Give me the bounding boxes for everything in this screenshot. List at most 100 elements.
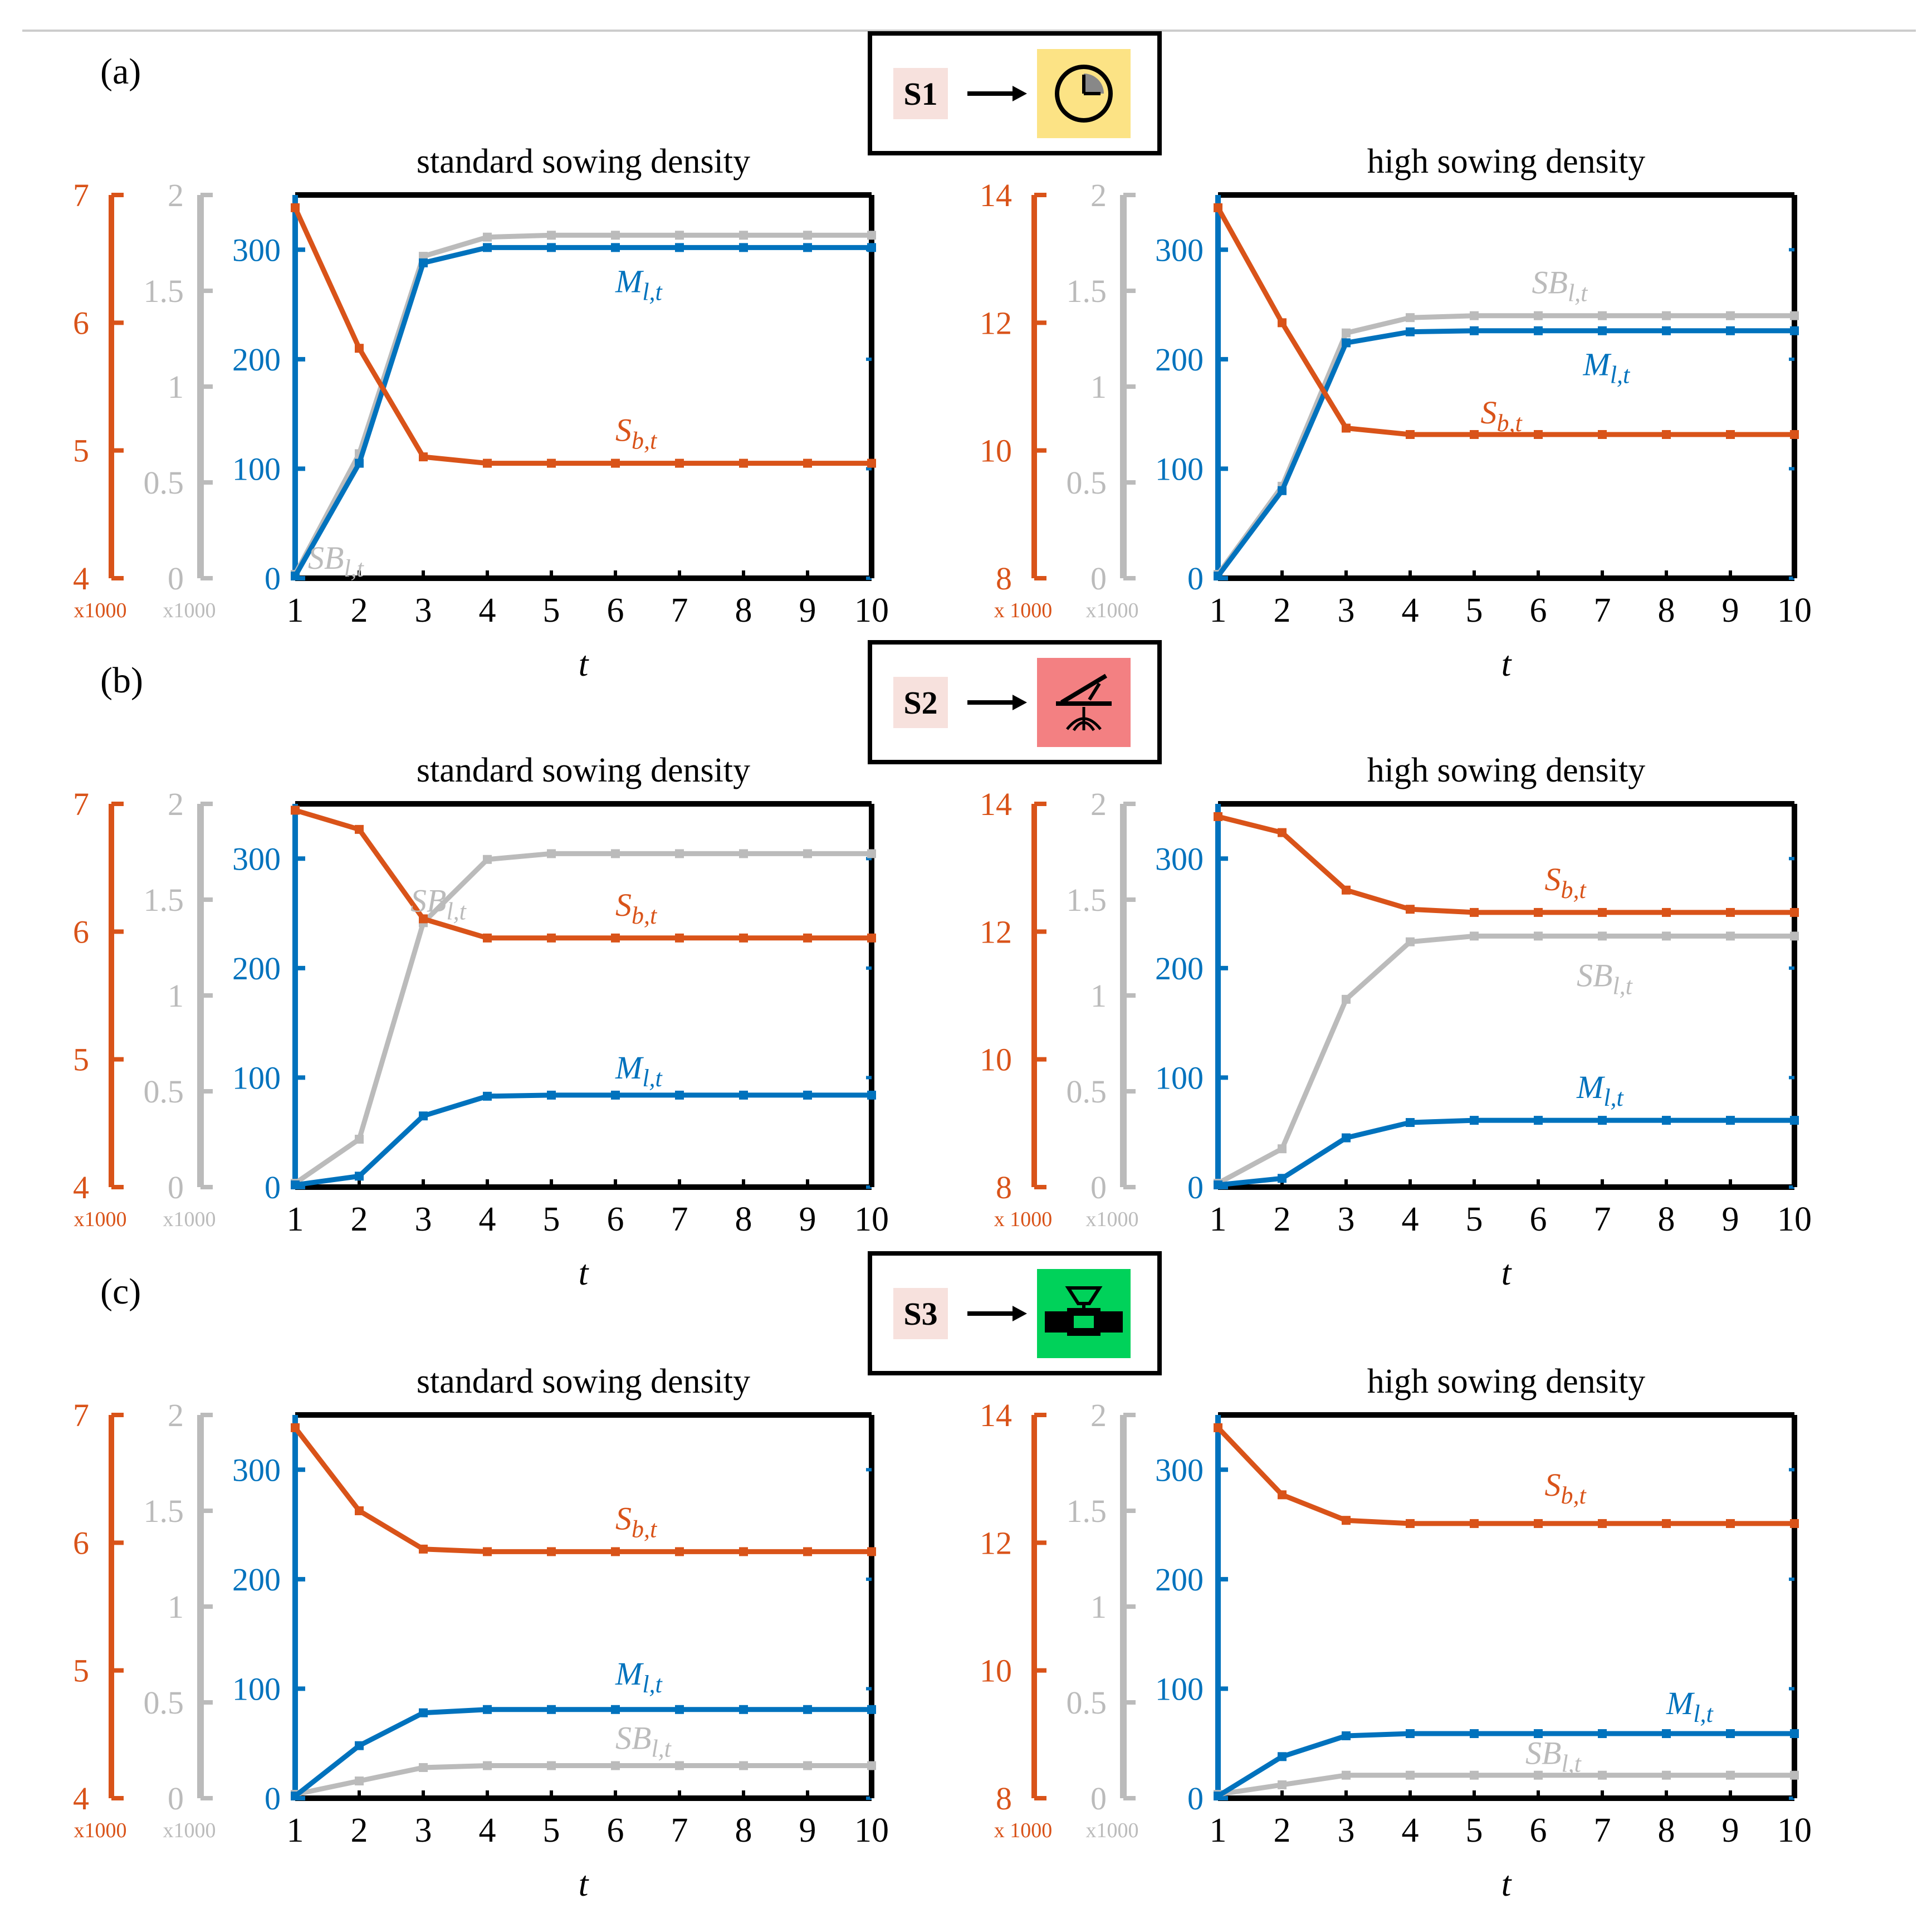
x-tick-label: 2	[1274, 1812, 1291, 1849]
data-point-sbl	[547, 849, 556, 858]
x-axis-label: t	[579, 644, 590, 684]
blue-y-tick-label: 0	[1187, 560, 1204, 597]
blue-y-tick-label: 200	[232, 1561, 281, 1598]
data-point-ml	[1790, 1729, 1799, 1739]
data-point-ml	[611, 1705, 620, 1714]
x-tick-label: 6	[1530, 1812, 1547, 1849]
data-point-ml	[483, 1705, 492, 1714]
data-point-sbl	[1534, 311, 1543, 320]
data-point-sbl	[1726, 931, 1735, 941]
red-y-tick-label: 12	[980, 1525, 1012, 1561]
data-point-sbl	[1726, 1770, 1735, 1780]
x-tick-label: 7	[671, 592, 688, 629]
data-point-sbl	[1342, 328, 1351, 338]
red-y-tick-label: 7	[73, 1397, 89, 1433]
data-point-sb	[547, 1547, 556, 1556]
blue-y-tick-label: 100	[1155, 451, 1204, 487]
grey-y-tick-label: 0	[168, 1780, 184, 1817]
red-y-tick-label: 5	[73, 433, 89, 469]
series-label-sbl: SBl,t	[615, 1720, 672, 1763]
series-label-sb-main: S	[615, 1500, 632, 1536]
series-label-ml: Ml,t	[1583, 346, 1631, 389]
data-point-sbl	[1662, 311, 1671, 320]
data-point-sbl	[1278, 1780, 1287, 1789]
data-point-sb	[355, 344, 364, 353]
data-point-sbl	[483, 855, 492, 864]
data-point-sbl	[1278, 1144, 1287, 1154]
red-y-tick-label: 5	[73, 1653, 89, 1689]
data-point-sb	[867, 458, 876, 468]
series-label-sb-sub: b,t	[632, 427, 658, 455]
data-point-sb	[1342, 885, 1351, 895]
grey-y-tick-label: 1	[168, 369, 184, 405]
data-point-sbl	[355, 1776, 364, 1786]
blue-y-tick-label: 100	[1155, 1671, 1204, 1707]
plant-icon	[1066, 707, 1102, 731]
data-point-sb	[291, 806, 300, 815]
series-line-sb	[292, 207, 872, 466]
data-point-sbl	[355, 1135, 364, 1144]
series-line-sbl	[1216, 933, 1794, 1186]
x-axis-label: t	[579, 1253, 590, 1292]
x-tick-label: 2	[1274, 592, 1291, 629]
red-y-multiplier: x 1000	[994, 1819, 1053, 1842]
red-y-tick-label: 4	[73, 1780, 89, 1817]
data-point-ml	[483, 243, 492, 252]
grey-y-tick-label: 1.5	[1067, 1493, 1107, 1529]
blue-y-tick-label: 0	[1187, 1780, 1204, 1817]
arrow-right-icon	[1013, 695, 1027, 710]
x-tick-label: 9	[799, 1812, 816, 1849]
x-tick-label: 10	[854, 1812, 889, 1849]
panel-title: high sowing density	[1367, 751, 1645, 789]
data-point-sbl	[1406, 1770, 1415, 1780]
x-tick-label: 1	[1210, 1812, 1227, 1849]
grey-y-tick-label: 1	[168, 1589, 184, 1625]
data-point-ml	[675, 243, 684, 252]
data-point-ml	[1790, 1116, 1799, 1125]
series-line-sb	[1216, 1426, 1794, 1526]
x-tick-label: 3	[415, 1200, 432, 1238]
series-line-ml	[1216, 1731, 1794, 1798]
x-tick-label: 9	[1722, 1812, 1739, 1849]
data-point-ml	[675, 1090, 684, 1100]
data-point-sbl	[867, 849, 876, 858]
data-point-sbl	[611, 231, 620, 240]
data-point-ml	[675, 1705, 684, 1714]
x-tick-label: 8	[1658, 592, 1675, 629]
grey-y-tick-label: 1	[1090, 978, 1107, 1014]
x-tick-label: 5	[1466, 592, 1483, 629]
series-label-ml-sub: l,t	[1693, 1700, 1714, 1727]
row-label: (c)	[100, 1271, 141, 1312]
data-point-sbl	[1342, 1770, 1351, 1780]
data-point-sb	[611, 1547, 620, 1556]
data-point-sb	[803, 933, 812, 943]
series-label-sb-main: S	[615, 887, 632, 923]
x-tick-label: 5	[543, 1200, 560, 1238]
x-tick-label: 10	[1777, 592, 1812, 629]
data-point-sbl	[1406, 937, 1415, 946]
data-point-ml	[1598, 326, 1607, 335]
x-tick-label: 7	[671, 1200, 688, 1238]
sprinkler-jet-icon	[1088, 682, 1101, 701]
data-point-sb	[1470, 430, 1479, 439]
data-point-sb	[419, 452, 428, 462]
data-point-sbl	[1406, 313, 1415, 323]
red-y-multiplier: x 1000	[994, 1208, 1053, 1231]
data-point-ml	[1406, 327, 1415, 336]
data-point-sb	[1278, 1490, 1287, 1500]
series-label-sb-sub: b,t	[1561, 876, 1587, 904]
data-point-sb	[291, 1423, 300, 1432]
x-tick-label: 3	[415, 1812, 432, 1849]
grey-y-tick-label: 0.5	[144, 1073, 184, 1110]
x-tick-label: 5	[543, 592, 560, 629]
data-point-sbl	[1662, 1770, 1671, 1780]
series-label-sb-main: S	[615, 412, 632, 448]
series-label-ml: Ml,t	[615, 1656, 663, 1698]
data-point-sb	[739, 933, 748, 943]
data-point-sb	[291, 203, 300, 212]
data-point-sbl	[1470, 1770, 1479, 1780]
data-point-ml	[1214, 572, 1222, 581]
grey-y-tick-label: 0.5	[144, 1685, 184, 1721]
panel-title: high sowing density	[1367, 1363, 1645, 1400]
